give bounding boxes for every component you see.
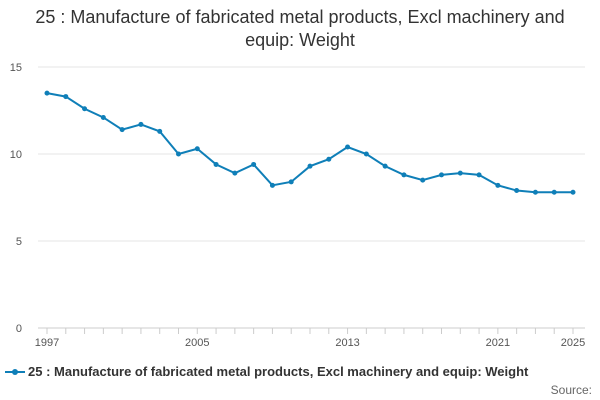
- data-point[interactable]: [44, 90, 50, 96]
- data-point[interactable]: [363, 151, 369, 157]
- data-point[interactable]: [213, 161, 219, 167]
- y-tick-label: 15: [10, 62, 22, 74]
- data-point[interactable]: [119, 127, 125, 133]
- y-tick-label: 10: [10, 149, 22, 161]
- legend-label: 25 : Manufacture of fabricated metal pro…: [28, 364, 529, 379]
- x-tick-label: 2013: [335, 337, 359, 349]
- data-point[interactable]: [100, 114, 106, 120]
- legend-marker-icon: [5, 368, 25, 375]
- chart-title: 25 : Manufacture of fabricated metal pro…: [35, 7, 565, 50]
- data-point[interactable]: [476, 172, 482, 178]
- data-point[interactable]: [514, 188, 520, 194]
- y-tick-label: 0: [16, 323, 22, 335]
- x-tick-label: 2005: [185, 337, 209, 349]
- data-point[interactable]: [232, 170, 238, 176]
- data-point[interactable]: [420, 177, 426, 183]
- data-point[interactable]: [326, 156, 332, 162]
- data-point[interactable]: [251, 161, 257, 167]
- data-points: [44, 90, 576, 195]
- data-point[interactable]: [570, 189, 576, 195]
- data-point[interactable]: [439, 172, 444, 178]
- data-point[interactable]: [82, 106, 88, 112]
- data-point[interactable]: [457, 170, 463, 176]
- data-point[interactable]: [269, 182, 275, 188]
- data-point[interactable]: [157, 128, 163, 134]
- y-tick-label: 5: [16, 236, 22, 248]
- data-point[interactable]: [138, 121, 144, 127]
- data-point[interactable]: [288, 179, 294, 185]
- source-label: Source:: [550, 383, 592, 397]
- x-tick-label: 2025: [561, 337, 585, 349]
- data-point[interactable]: [63, 94, 69, 100]
- data-point[interactable]: [401, 172, 407, 178]
- data-point[interactable]: [382, 163, 388, 169]
- data-point[interactable]: [307, 163, 313, 169]
- legend[interactable]: 25 : Manufacture of fabricated metal pro…: [4, 364, 596, 379]
- x-axis: 1997 2005 2013 2021 2025: [35, 328, 585, 349]
- data-point[interactable]: [194, 146, 200, 152]
- data-point[interactable]: [532, 189, 538, 195]
- data-point[interactable]: [345, 144, 351, 150]
- x-tick-label: 1997: [35, 337, 59, 349]
- data-point[interactable]: [176, 151, 181, 157]
- gridlines: [38, 66, 585, 329]
- x-tick-label: 2021: [486, 337, 510, 349]
- series-line: [46, 92, 573, 194]
- data-point[interactable]: [551, 189, 557, 195]
- data-point[interactable]: [495, 182, 501, 188]
- y-axis: 0 5 10 15: [10, 62, 22, 335]
